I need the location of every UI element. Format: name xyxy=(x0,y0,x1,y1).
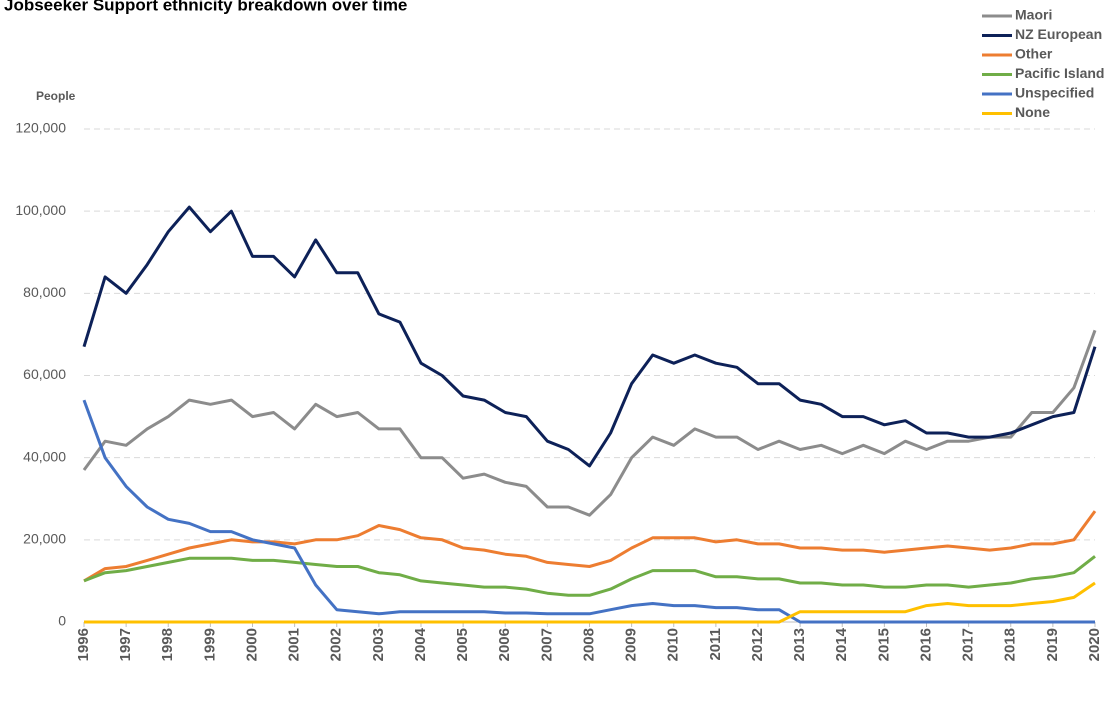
x-tick-label: 2019 xyxy=(1044,628,1061,661)
legend-label: Unspecified xyxy=(1015,85,1094,101)
x-tick-label: 1999 xyxy=(201,628,218,661)
x-tick-label: 2014 xyxy=(833,627,850,661)
x-tick-label: 2017 xyxy=(960,628,977,661)
x-tick-label: 2015 xyxy=(875,628,892,661)
x-tick-label: 1996 xyxy=(75,628,92,661)
x-tick-label: 2003 xyxy=(370,628,387,661)
series-line xyxy=(83,510,1097,583)
x-tick-label: 2007 xyxy=(538,628,555,661)
x-tick-label: 2008 xyxy=(580,628,597,661)
legend-label: Pacific Island xyxy=(1015,65,1104,81)
x-tick-label: 2004 xyxy=(412,627,429,661)
x-tick-label: 1998 xyxy=(159,628,176,661)
x-tick-label: 2001 xyxy=(286,628,303,661)
legend-label: None xyxy=(1015,104,1050,120)
x-tick-label: 2013 xyxy=(791,628,808,661)
y-axis-label: People xyxy=(36,89,76,103)
x-tick-label: 2010 xyxy=(665,628,682,661)
legend-label: Other xyxy=(1015,46,1053,62)
y-tick-label: 60,000 xyxy=(23,366,66,382)
legend-label: Maori xyxy=(1015,7,1052,23)
series-line xyxy=(82,399,1095,624)
series-line xyxy=(83,555,1096,597)
x-tick-label: 1997 xyxy=(117,628,134,661)
y-tick-label: 120,000 xyxy=(15,120,66,136)
x-tick-label: 2000 xyxy=(243,628,260,661)
x-tick-label: 2012 xyxy=(749,628,766,661)
chart-title: Jobseeker Support ethnicity breakdown ov… xyxy=(4,0,407,14)
x-tick-label: 2002 xyxy=(328,628,345,661)
y-tick-label: 0 xyxy=(58,613,66,629)
x-tick-label: 2009 xyxy=(623,628,640,661)
y-tick-label: 80,000 xyxy=(23,284,66,300)
x-tick-label: 2016 xyxy=(917,628,934,661)
x-tick-label: 2011 xyxy=(707,628,724,661)
series-line xyxy=(82,329,1097,517)
legend-label: NZ European xyxy=(1015,26,1102,42)
series-line xyxy=(84,581,1096,624)
x-tick-label: 2020 xyxy=(1086,628,1103,661)
series-line xyxy=(82,205,1097,468)
x-tick-label: 2006 xyxy=(496,628,513,661)
x-tick-label: 2018 xyxy=(1002,628,1019,661)
y-tick-label: 100,000 xyxy=(15,202,66,218)
y-tick-label: 40,000 xyxy=(23,448,66,464)
y-tick-label: 20,000 xyxy=(23,531,66,547)
x-tick-label: 2005 xyxy=(454,628,471,661)
